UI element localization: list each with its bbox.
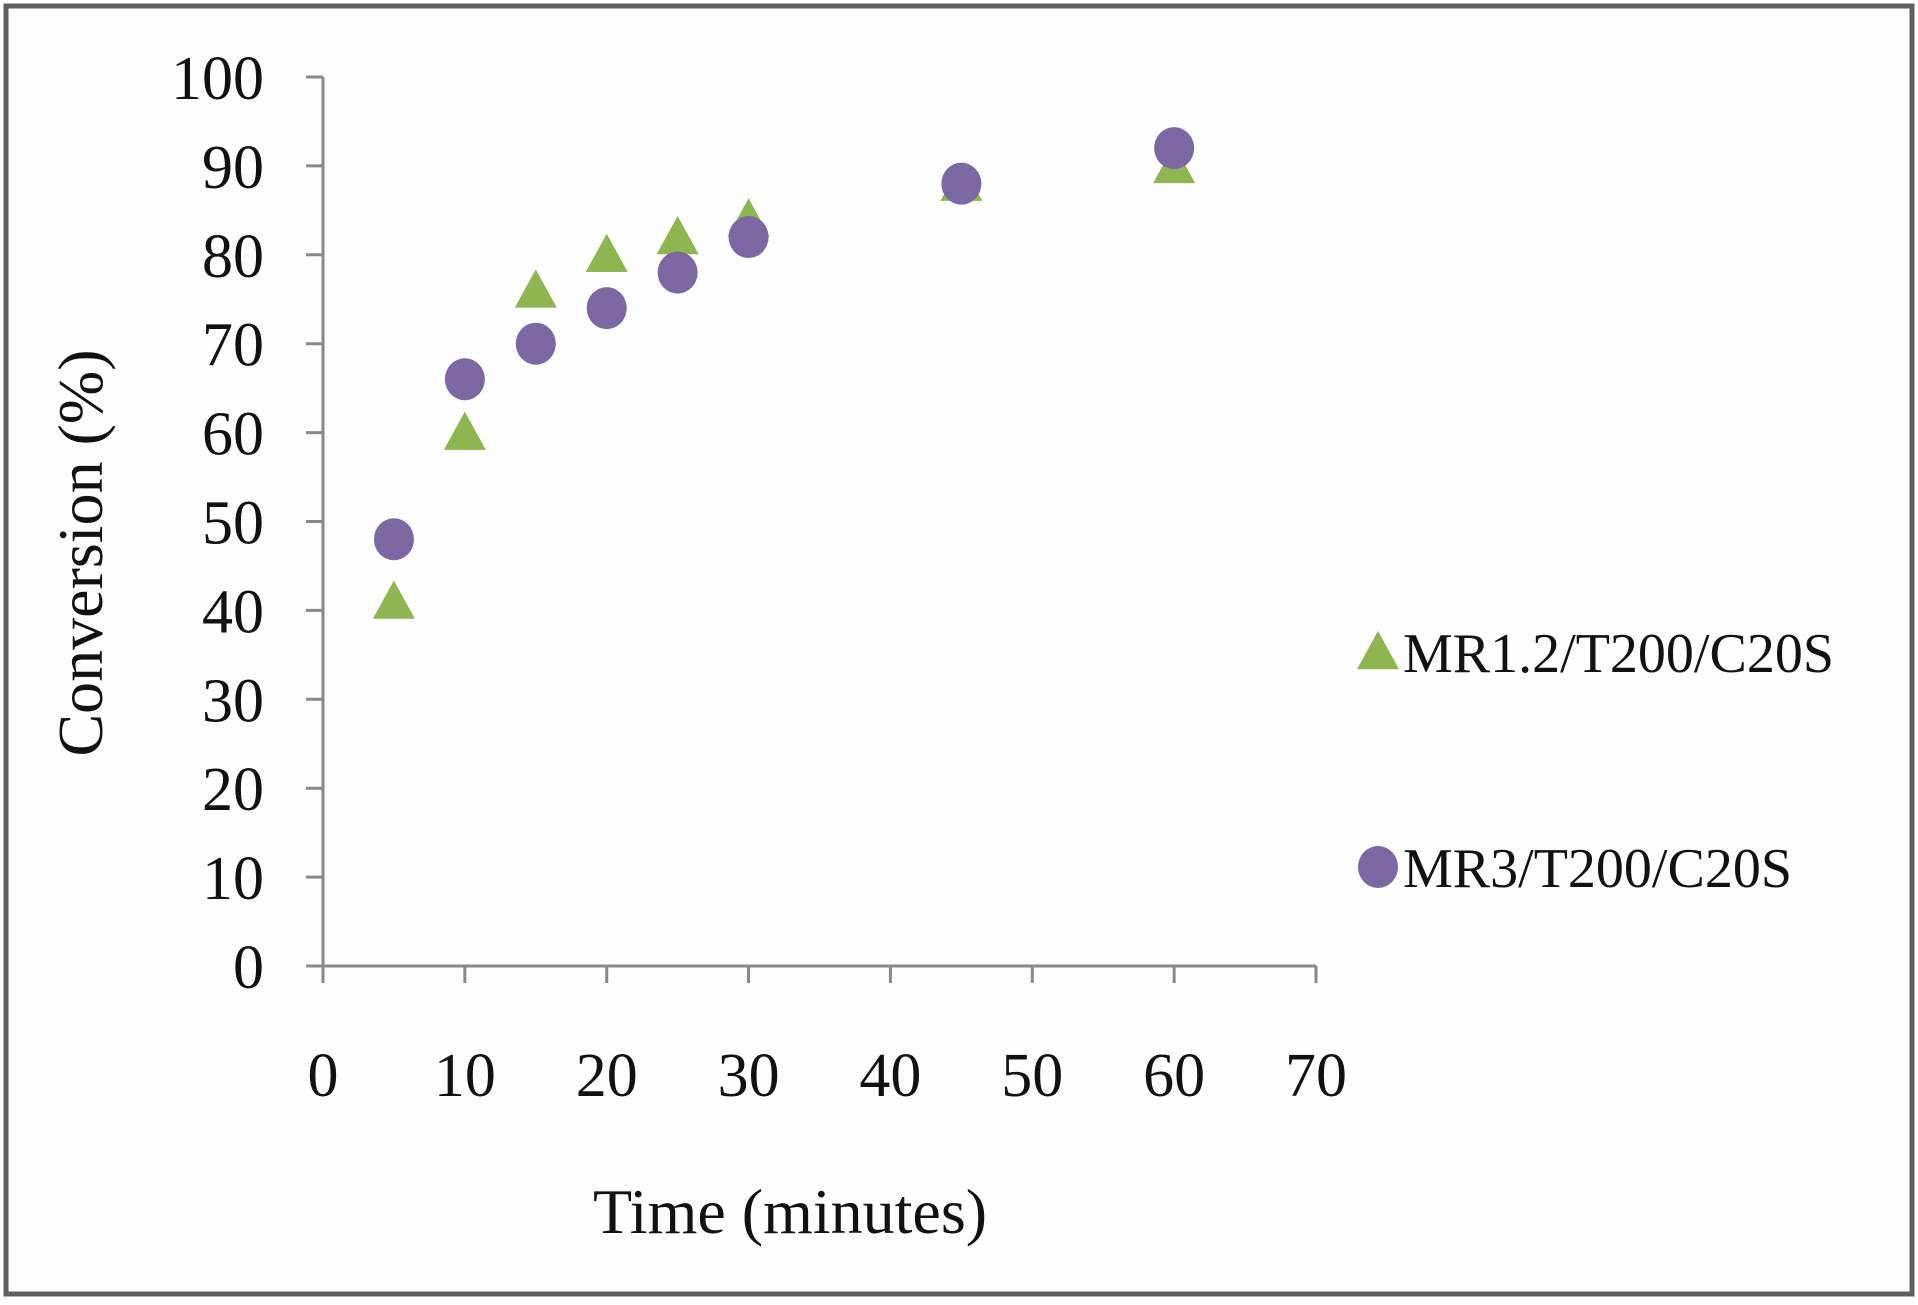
y-tick-label: 10 bbox=[202, 845, 264, 913]
data-point-series-2 bbox=[515, 322, 556, 365]
y-tick-label: 20 bbox=[202, 756, 264, 824]
legend-marker-series-1 bbox=[1357, 631, 1399, 670]
y-tick-label: 50 bbox=[202, 490, 264, 558]
x-tick-label: 10 bbox=[434, 1042, 496, 1110]
data-points bbox=[372, 127, 1196, 619]
x-tick-label: 30 bbox=[718, 1042, 780, 1110]
y-axis-title: Conversion (%) bbox=[45, 349, 116, 756]
y-tick-label: 100 bbox=[171, 45, 264, 113]
y-tick-label: 90 bbox=[202, 134, 264, 202]
y-tick-label: 80 bbox=[202, 223, 264, 291]
data-point-series-2 bbox=[657, 251, 698, 294]
x-axis-ticks: 0 10 20 30 40 50 60 70 bbox=[308, 966, 1347, 1110]
x-tick-label: 40 bbox=[859, 1042, 921, 1110]
legend-label-series-1: MR1.2/T200/C20S bbox=[1403, 623, 1834, 685]
x-tick-label: 60 bbox=[1143, 1042, 1205, 1110]
y-tick-label: 40 bbox=[202, 578, 264, 646]
legend-marker-series-2 bbox=[1358, 846, 1398, 888]
y-tick-label: 70 bbox=[202, 312, 264, 380]
legend: MR1.2/T200/C20S MR3/T200/C20S bbox=[1357, 623, 1834, 900]
data-point-series-1 bbox=[585, 233, 628, 273]
data-point-series-1 bbox=[514, 269, 557, 308]
x-tick-label: 0 bbox=[308, 1042, 339, 1110]
x-tick-label: 20 bbox=[576, 1042, 638, 1110]
y-axis-ticks: 0 10 20 30 40 50 60 70 80 90 100 bbox=[171, 45, 323, 1002]
data-point-series-2 bbox=[586, 287, 627, 330]
y-tick-label: 30 bbox=[202, 667, 264, 735]
data-point-series-2 bbox=[373, 518, 414, 561]
data-point-series-1 bbox=[372, 580, 415, 619]
y-tick-label: 60 bbox=[202, 401, 264, 469]
legend-label-series-2: MR3/T200/C20S bbox=[1403, 838, 1792, 900]
x-tick-label: 50 bbox=[1001, 1042, 1063, 1110]
data-point-series-2 bbox=[444, 358, 485, 401]
data-point-series-1 bbox=[443, 411, 486, 450]
data-point-series-2 bbox=[728, 216, 769, 259]
data-point-series-1 bbox=[656, 216, 699, 255]
y-tick-label: 0 bbox=[233, 934, 264, 1002]
x-tick-label: 70 bbox=[1285, 1042, 1347, 1110]
data-point-series-2 bbox=[941, 162, 982, 205]
x-axis-title: Time (minutes) bbox=[593, 1176, 987, 1247]
data-point-series-2 bbox=[1154, 127, 1195, 170]
